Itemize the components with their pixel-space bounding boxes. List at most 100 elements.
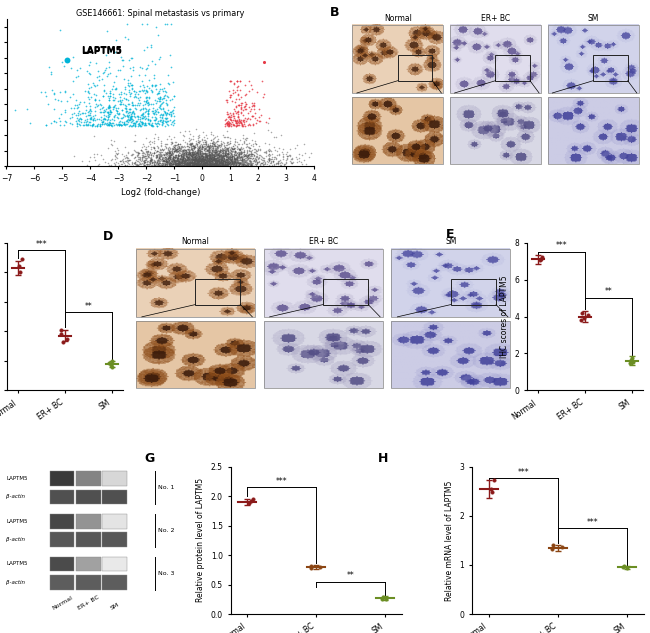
Point <box>208 159 218 169</box>
Point <box>142 161 153 171</box>
Point <box>164 147 174 158</box>
Point <box>194 161 205 171</box>
Point <box>157 110 167 120</box>
Point <box>160 152 170 162</box>
Point <box>165 152 176 162</box>
Point <box>202 155 212 165</box>
Text: LAPTM5: LAPTM5 <box>6 476 28 481</box>
Point <box>151 151 162 161</box>
Text: No. 3: No. 3 <box>158 570 174 575</box>
Point <box>131 116 141 127</box>
Point <box>191 160 202 170</box>
Point <box>179 158 190 168</box>
Point <box>144 149 154 159</box>
Point <box>202 156 212 166</box>
Point <box>191 158 202 168</box>
Point <box>141 64 151 74</box>
Point <box>152 30 162 40</box>
Point <box>164 130 174 141</box>
Point <box>198 154 208 164</box>
Point <box>145 156 155 166</box>
Point <box>242 152 253 162</box>
Point <box>231 160 242 170</box>
Point <box>229 142 239 153</box>
Point <box>175 144 185 154</box>
Point <box>165 115 176 125</box>
Point <box>205 156 216 166</box>
Point <box>216 141 226 151</box>
Point <box>218 161 228 171</box>
Point <box>222 97 232 108</box>
Point <box>200 158 211 168</box>
Point <box>93 99 103 110</box>
Point <box>187 157 198 167</box>
Point <box>221 147 231 158</box>
Point <box>234 149 244 159</box>
Point <box>103 100 114 110</box>
Point <box>91 99 101 110</box>
Point <box>196 158 207 168</box>
Point <box>157 120 167 130</box>
Point <box>125 117 136 127</box>
Point <box>226 156 237 166</box>
Point <box>203 158 213 168</box>
Point <box>209 153 219 163</box>
Point <box>234 151 244 161</box>
Point <box>200 158 211 168</box>
Point <box>94 75 104 85</box>
Point <box>210 147 220 158</box>
Point <box>230 149 240 160</box>
Point <box>165 154 176 164</box>
Point <box>213 134 224 144</box>
Point <box>213 154 224 164</box>
Point <box>211 155 222 165</box>
Point <box>227 154 237 165</box>
Point <box>200 156 211 166</box>
Point <box>188 152 198 162</box>
Point <box>214 147 225 157</box>
Point <box>151 146 162 156</box>
Point <box>208 154 218 165</box>
Point <box>168 153 178 163</box>
Point <box>193 146 203 156</box>
Point <box>173 160 183 170</box>
Point <box>190 154 201 164</box>
Point <box>158 159 168 169</box>
Point <box>216 157 227 167</box>
Point <box>212 161 222 172</box>
Point <box>205 138 216 148</box>
Point <box>244 145 255 155</box>
Point <box>243 159 254 169</box>
Point <box>111 84 122 94</box>
Point <box>192 158 202 168</box>
Point <box>204 160 214 170</box>
Point <box>204 143 214 153</box>
Point <box>211 158 221 168</box>
Point <box>185 161 195 171</box>
Point <box>170 159 180 169</box>
Point <box>80 85 90 96</box>
Point <box>92 149 103 159</box>
Point <box>207 148 218 158</box>
Point <box>141 96 151 106</box>
Point <box>180 153 190 163</box>
Point <box>238 156 248 166</box>
Point <box>199 148 209 158</box>
Point <box>146 158 157 168</box>
Point <box>239 161 249 171</box>
Point <box>151 113 161 123</box>
Point <box>106 120 116 130</box>
Point <box>233 106 243 116</box>
Point <box>183 152 193 162</box>
Point <box>49 94 60 104</box>
Point <box>276 158 287 168</box>
Point <box>124 104 135 114</box>
Point <box>192 145 202 155</box>
Point <box>124 110 134 120</box>
Point <box>237 156 247 166</box>
Point <box>196 159 206 169</box>
Point <box>136 152 147 162</box>
Point <box>220 160 230 170</box>
Point <box>179 159 189 169</box>
Point <box>192 150 202 160</box>
